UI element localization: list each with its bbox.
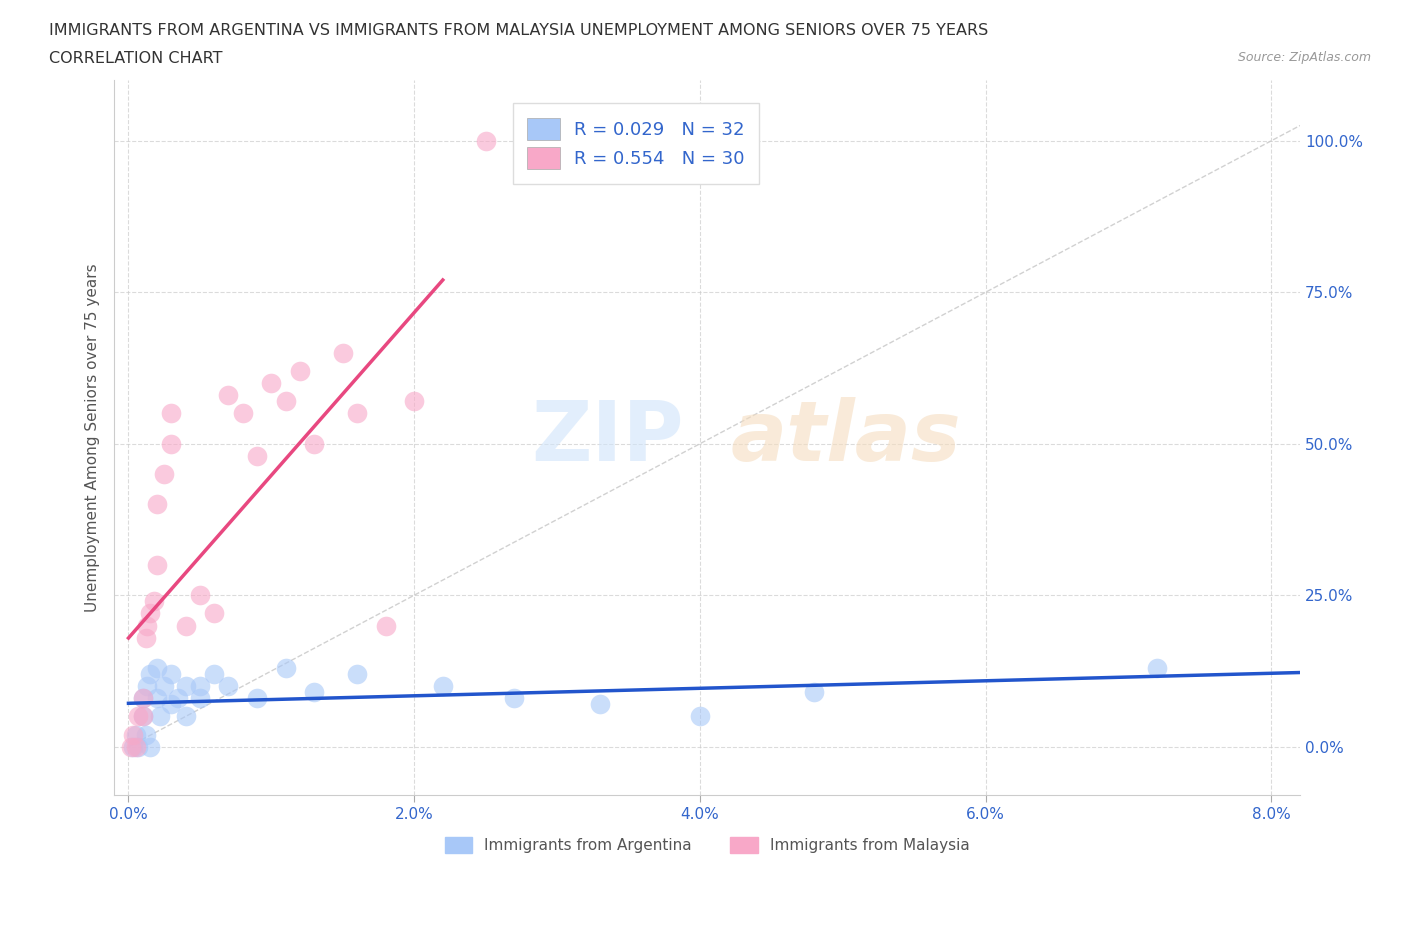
Point [346, 406, 368, 421]
Point [120, 739, 142, 754]
Point [139, 667, 162, 682]
Point [146, 691, 169, 706]
Point [188, 679, 211, 694]
Point [689, 709, 711, 724]
Point [149, 709, 172, 724]
Point [146, 497, 169, 512]
Point [139, 739, 162, 754]
Text: Source: ZipAtlas.com: Source: ZipAtlas.com [1237, 51, 1371, 64]
Point [474, 133, 496, 148]
Point [246, 448, 269, 463]
Point [132, 691, 155, 706]
Point [288, 364, 311, 379]
Point [432, 679, 454, 694]
Point [302, 436, 325, 451]
Point [332, 345, 354, 360]
Point [503, 691, 526, 706]
Text: ZIP: ZIP [531, 397, 683, 478]
Point [302, 684, 325, 699]
Point [803, 684, 825, 699]
Point [202, 606, 225, 621]
Point [274, 660, 297, 675]
Point [160, 667, 183, 682]
Point [160, 406, 183, 421]
Point [188, 588, 211, 603]
Point [135, 631, 157, 645]
Point [274, 394, 297, 409]
Point [167, 691, 190, 706]
Point [260, 376, 283, 391]
Point [346, 667, 368, 682]
Point [132, 709, 155, 724]
Point [404, 394, 426, 409]
Point [121, 727, 143, 742]
Point [139, 606, 162, 621]
Legend: Immigrants from Argentina, Immigrants from Malaysia: Immigrants from Argentina, Immigrants fr… [439, 830, 976, 859]
Point [374, 618, 396, 633]
Point [218, 679, 240, 694]
Point [146, 557, 169, 572]
Point [174, 679, 197, 694]
Point [232, 406, 254, 421]
Point [135, 727, 157, 742]
Text: atlas: atlas [731, 397, 962, 478]
Point [589, 697, 612, 711]
Point [121, 739, 143, 754]
Point [127, 739, 149, 754]
Point [146, 660, 169, 675]
Point [124, 739, 146, 754]
Point [136, 679, 159, 694]
Point [174, 618, 197, 633]
Text: CORRELATION CHART: CORRELATION CHART [49, 51, 222, 66]
Point [132, 691, 155, 706]
Point [1146, 660, 1168, 675]
Point [136, 618, 159, 633]
Point [246, 691, 269, 706]
Point [132, 709, 155, 724]
Point [218, 388, 240, 403]
Point [143, 594, 166, 609]
Point [160, 697, 183, 711]
Point [127, 709, 149, 724]
Point [153, 679, 176, 694]
Text: IMMIGRANTS FROM ARGENTINA VS IMMIGRANTS FROM MALAYSIA UNEMPLOYMENT AMONG SENIORS: IMMIGRANTS FROM ARGENTINA VS IMMIGRANTS … [49, 23, 988, 38]
Point [202, 667, 225, 682]
Point [160, 436, 183, 451]
Y-axis label: Unemployment Among Seniors over 75 years: Unemployment Among Seniors over 75 years [86, 263, 100, 612]
Point [153, 467, 176, 482]
Point [174, 709, 197, 724]
Point [188, 691, 211, 706]
Point [124, 727, 146, 742]
